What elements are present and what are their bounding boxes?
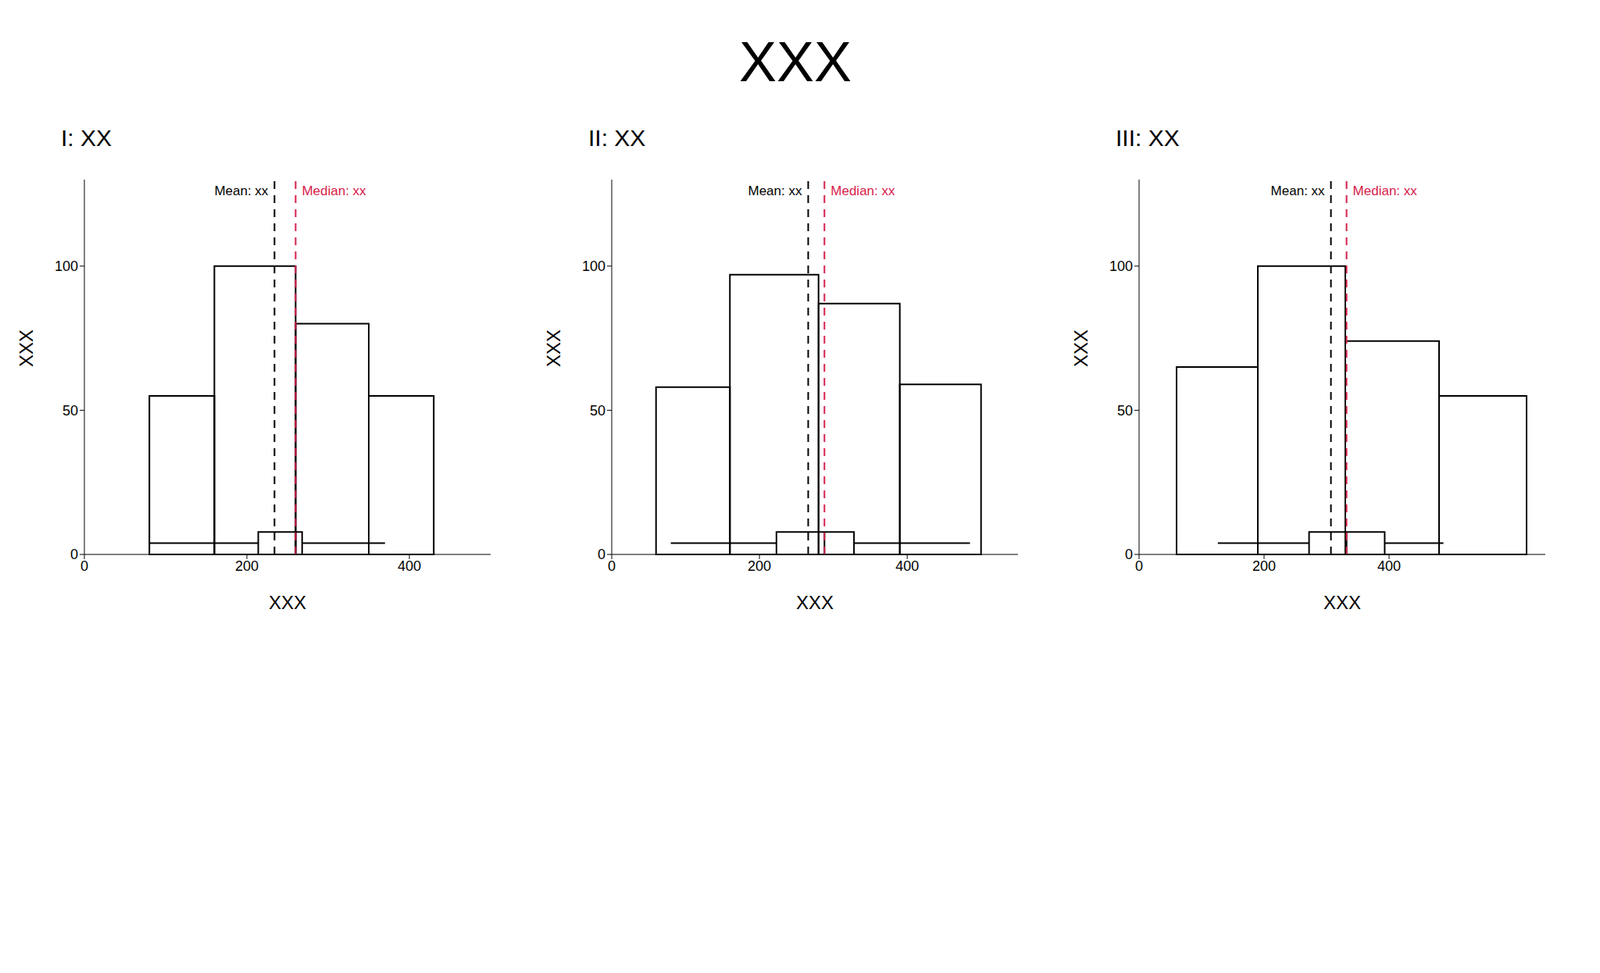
html-text:II: XX: II: XX <box>588 125 646 151</box>
svg-text:200: 200 <box>1252 558 1276 575</box>
svg-text:50: 50 <box>1117 403 1133 419</box>
svg-text:100: 100 <box>1109 258 1133 275</box>
svg-text:400: 400 <box>1377 558 1401 575</box>
svg-text:50: 50 <box>62 403 79 419</box>
svg-text:100: 100 <box>582 258 606 275</box>
svg-text:XXX: XXX <box>268 592 307 614</box>
svg-text:400: 400 <box>895 558 919 575</box>
svg-text:Mean: xx: Mean: xx <box>1271 183 1325 199</box>
svg-text:XXX: XXX <box>1323 592 1361 614</box>
svg-text:Mean: xx: Mean: xx <box>748 183 803 199</box>
html-text:III: XX: III: XX <box>1115 125 1180 151</box>
html-text:I: XX: I: XX <box>60 125 112 151</box>
svg-text:Median: xx: Median: xx <box>1353 183 1418 199</box>
svg-text:Median: xx: Median: xx <box>301 183 367 199</box>
svg-text:0: 0 <box>607 558 616 575</box>
svg-text:0: 0 <box>70 546 79 563</box>
svg-text:0: 0 <box>1135 558 1143 575</box>
svg-text:XXX: XXX <box>796 592 834 614</box>
svg-text:0: 0 <box>80 558 89 575</box>
svg-text:400: 400 <box>397 558 422 575</box>
svg-text:50: 50 <box>589 403 606 419</box>
svg-text:Median: xx: Median: xx <box>830 183 896 199</box>
svg-text:XXX: XXX <box>15 329 37 368</box>
svg-text:200: 200 <box>747 558 772 575</box>
svg-text:0: 0 <box>1125 546 1133 563</box>
svg-text:200: 200 <box>235 558 259 575</box>
svg-text:XXX: XXX <box>542 329 565 368</box>
svg-text:Mean: xx: Mean: xx <box>214 183 268 199</box>
html-text:XXX: XXX <box>739 30 852 93</box>
svg-text:100: 100 <box>54 258 79 275</box>
svg-text:XXX: XXX <box>1070 329 1092 368</box>
svg-text:0: 0 <box>597 546 606 563</box>
